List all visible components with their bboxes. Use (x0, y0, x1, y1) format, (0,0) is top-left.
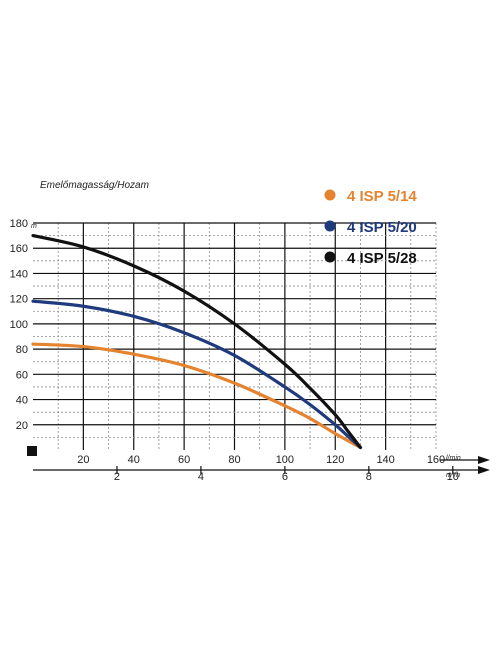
x-tick-label: 160 (427, 454, 445, 466)
legend-marker (324, 189, 336, 201)
x-tick-label: 40 (128, 454, 140, 466)
secondary-tick-label: 8 (366, 471, 372, 483)
y-axis-unit: m (31, 223, 37, 230)
y-tick-label: 60 (16, 369, 28, 381)
y-tick-label: 80 (16, 344, 28, 356)
x-tick-label: 100 (276, 454, 294, 466)
axes: 20 40 60 80 100 120 140 160 180 20 40 60 80 100 120 140… (10, 218, 490, 483)
secondary-tick-label: 4 (198, 471, 204, 483)
grid (33, 222, 437, 450)
y-tick-label: 20 (16, 420, 28, 432)
legend-label: 4 ISP 5/20 (347, 219, 417, 236)
y-axis-title: Emelőmagasság/Hozam (40, 180, 149, 191)
y-tick-label: 40 (16, 395, 28, 407)
series-line-2 (31, 299, 363, 450)
legend-label: 4 ISP 5/28 (347, 250, 417, 267)
y-tick-label: 180 (10, 218, 28, 230)
x-axis-unit-secondary: m³/h (446, 472, 460, 479)
series-line-1 (31, 342, 363, 450)
x-tick-label: 20 (77, 454, 89, 466)
x-tick-label: 60 (178, 454, 190, 466)
legend-label: 4 ISP 5/14 (347, 188, 417, 205)
x-tick-label: 120 (326, 454, 344, 466)
secondary-axis-arrow (478, 466, 490, 474)
primary-axis-arrow (478, 456, 490, 464)
secondary-tick-label: 10 (447, 471, 459, 483)
y-tick-label: 100 (10, 319, 28, 331)
secondary-tick-label: 2 (114, 471, 120, 483)
x-tick-label: 140 (376, 454, 394, 466)
y-tick-label: 140 (10, 268, 28, 280)
legend-marker (324, 220, 336, 232)
secondary-tick-label: 6 (282, 471, 288, 483)
series-lines (31, 234, 363, 450)
x-axis-unit-primary: l/min (446, 455, 461, 462)
series-line-3 (31, 234, 363, 450)
origin-marker (27, 446, 37, 456)
x-tick-label: 80 (228, 454, 240, 466)
legend-marker (324, 251, 336, 263)
y-tick-label: 120 (10, 294, 28, 306)
y-tick-label: 160 (10, 243, 28, 255)
legend: 4 ISP 5/14 4 ISP 5/20 4 ISP 5/28 (324, 188, 417, 267)
